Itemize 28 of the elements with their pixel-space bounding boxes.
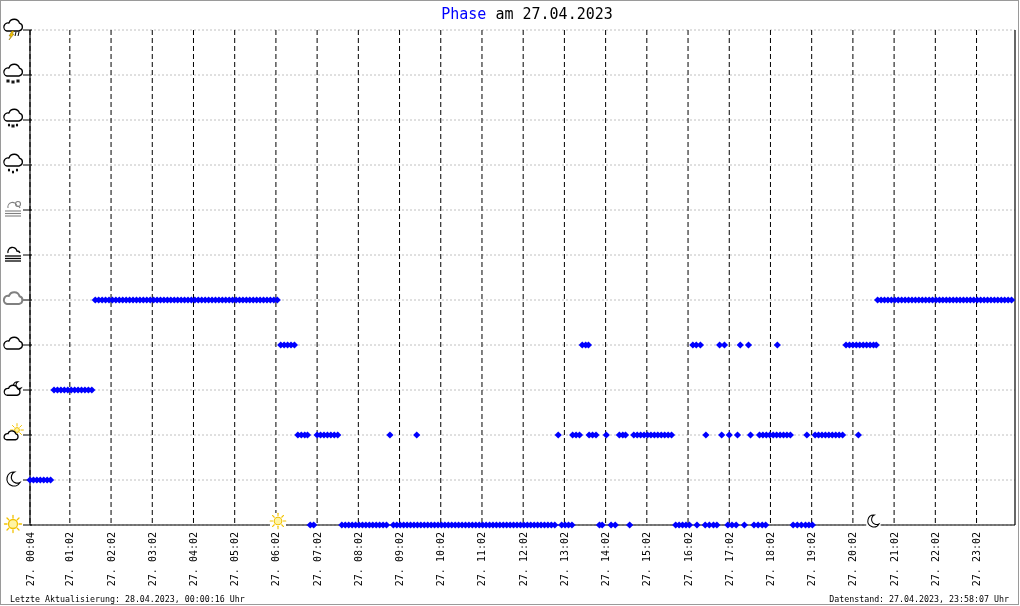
x-tick-label: 27. 17:02	[723, 532, 735, 587]
x-tick-label: 27. 07:02	[311, 532, 323, 587]
x-tick-label: 27. 14:02	[600, 532, 612, 587]
x-tick-label: 27. 03:02	[146, 532, 158, 587]
text: Phase	[441, 5, 487, 23]
text: Datenstand: 27.04.2023, 23:58:07 Uhr	[829, 594, 1009, 604]
x-tick-label: 27. 13:02	[558, 532, 570, 587]
x-tick-label: 27. 22:02	[929, 532, 941, 587]
text: Letzte Aktualisierung: 28.04.2023, 00:00:16 Uhr	[10, 594, 245, 604]
x-tick-label: 27. 15:02	[641, 532, 653, 587]
x-tick-label: 27. 10:02	[435, 532, 447, 587]
x-tick-label: 27. 16:02	[682, 532, 694, 587]
x-tick-label: 27. 09:02	[394, 532, 406, 587]
x-tick-label: 27. 06:02	[270, 532, 282, 587]
x-tick-label: 27. 21:02	[888, 532, 900, 587]
x-tick-label: 27. 11:02	[476, 532, 488, 587]
x-tick-label: 27. 08:02	[352, 532, 364, 587]
chart-title: am 27.04.2023	[495, 5, 613, 23]
x-tick-label: 27. 05:02	[229, 532, 241, 587]
x-tick-label: 27. 02:02	[105, 532, 117, 587]
x-tick-label: 27. 23:02	[971, 532, 983, 587]
x-tick-label: 27. 18:02	[764, 532, 776, 587]
x-tick-label: 27. 04:02	[187, 532, 199, 587]
x-tick-label: 27. 20:02	[847, 532, 859, 587]
x-tick-label: 27. 19:02	[806, 532, 818, 587]
x-tick-label: 27. 01:02	[64, 532, 76, 587]
x-tick-label: 27. 00:04	[24, 532, 36, 587]
x-tick-label: 27. 12:02	[517, 532, 529, 587]
